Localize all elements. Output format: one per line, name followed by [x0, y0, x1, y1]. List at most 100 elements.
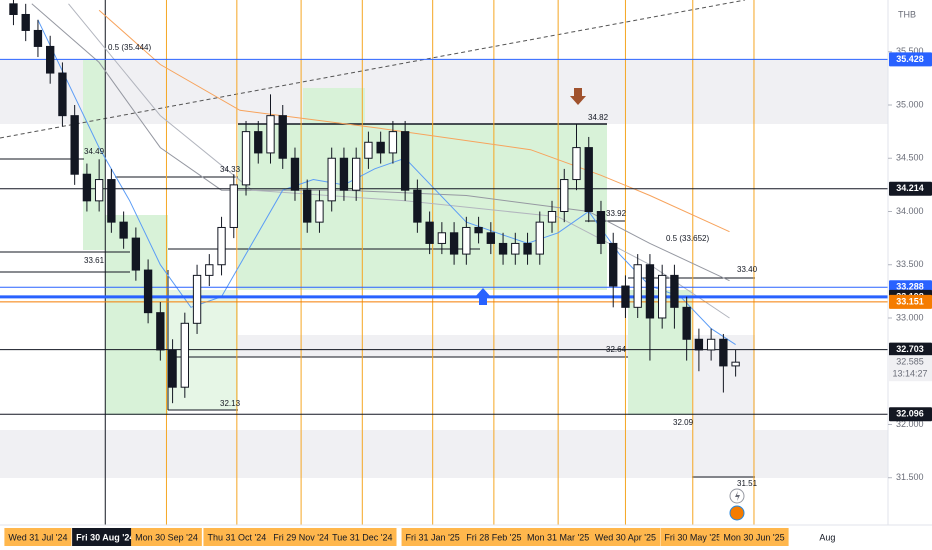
candle-body — [33, 29, 43, 47]
price-label: 34.214 — [896, 183, 924, 193]
candle-body — [547, 210, 557, 223]
y-tick-label: 33.000 — [896, 312, 924, 322]
y-tick-label: 35.500 — [896, 46, 924, 56]
price-label: 33.151 — [896, 296, 924, 306]
y-tick-label: 34.500 — [896, 153, 924, 163]
candle-body — [180, 322, 189, 388]
annotation: 0.5 (35.444) — [108, 43, 151, 52]
candles — [9, 0, 740, 404]
candle-body — [315, 200, 324, 223]
candle-body — [645, 264, 655, 319]
annotation: 33.61 — [84, 256, 105, 265]
price-label-box — [889, 52, 932, 67]
candle-body — [413, 189, 422, 223]
candle-body — [9, 3, 18, 15]
annotation: 0.5 (33.652) — [666, 234, 709, 243]
x-tick-box — [590, 528, 661, 546]
candle-body — [339, 157, 349, 191]
annotation: 31.51 — [737, 479, 758, 488]
candle-body — [119, 221, 128, 239]
y-tick-label: 31.500 — [896, 472, 924, 482]
candle-body — [719, 338, 728, 367]
candle-body — [131, 237, 141, 271]
candle-body — [107, 179, 116, 223]
candle-body — [535, 221, 544, 255]
annotation: 32.64 — [606, 345, 627, 354]
candle-body — [560, 179, 569, 212]
x-axis: Wed 31 Jul '24 Fri 30 Aug '24 Mon 30 Sep '… — [4, 528, 835, 546]
gray-zone — [0, 60, 888, 124]
x-tick-label: Fri 29 Nov '24 — [273, 532, 329, 542]
candle-body — [523, 242, 532, 255]
candle-body — [609, 242, 618, 287]
up-arrow — [475, 288, 491, 305]
candle-body — [425, 221, 434, 244]
x-tick-box — [523, 528, 594, 546]
x-tick-label: Mon 30 Sep '24 — [135, 532, 198, 542]
candle-body — [498, 242, 508, 255]
price-label-box — [889, 294, 932, 309]
candle-body — [205, 264, 214, 276]
event-icon-glyph — [735, 491, 740, 501]
last-price-box — [889, 355, 932, 382]
price-label-box — [889, 342, 932, 357]
grid — [104, 0, 755, 525]
price-label-box — [889, 181, 932, 196]
candle-body — [376, 141, 385, 154]
y-axis: 35.500 35.000 34.500 34.000 33.500 33.000 32.0… — [888, 46, 932, 482]
drawings — [0, 0, 888, 478]
candle-body — [633, 264, 642, 308]
candle-body — [168, 349, 177, 388]
candle-body — [192, 274, 202, 324]
x-tick-label: Fri 30 May '25 — [664, 532, 721, 542]
x-tick-label: Wed 30 Apr '25 — [595, 532, 656, 542]
annotation: 34.49 — [84, 147, 105, 156]
x-tick-box — [328, 528, 397, 546]
candle-body — [82, 173, 92, 202]
candle-body — [58, 72, 67, 117]
x-tick-label: Aug — [819, 532, 835, 542]
x-tick-box — [4, 528, 72, 546]
candle-body — [437, 232, 447, 244]
annotation: 32.13 — [220, 399, 241, 408]
price-axis — [888, 0, 932, 525]
price-label: 32.096 — [896, 409, 924, 419]
x-tick-box — [269, 528, 333, 546]
price-label-box — [889, 407, 932, 422]
candle-body — [400, 131, 410, 191]
y-tick-label: 34.000 — [896, 206, 924, 216]
price-label: 33.288 — [896, 282, 924, 292]
x-tick-box — [203, 528, 271, 546]
candle-body — [388, 131, 398, 154]
candle-body — [156, 312, 165, 351]
moving-average — [37, 19, 736, 346]
x-tick-label: Mon 30 Jun '25 — [723, 532, 784, 542]
candle-body — [474, 226, 483, 234]
x-tick-label: Fri 30 Aug '24 — [76, 532, 134, 542]
x-tick-label: Tue 31 Dec '24 — [332, 532, 392, 542]
candle-body — [596, 210, 606, 244]
x-tick-label: Fri 28 Feb '25 — [466, 532, 521, 542]
moving-average — [98, 9, 730, 233]
annotation: 33.40 — [737, 265, 758, 274]
candle-body — [303, 189, 312, 223]
candle-body — [241, 131, 251, 186]
event-icon[interactable] — [729, 505, 745, 521]
candle-body — [572, 147, 581, 181]
candle-body — [327, 157, 336, 202]
x-tick-label: Thu 31 Oct '24 — [207, 532, 266, 542]
candle-body — [21, 13, 30, 31]
candle-body — [670, 274, 679, 308]
candle-body — [217, 226, 226, 266]
candle-body — [364, 141, 373, 159]
candle-body — [46, 45, 55, 74]
x-tick-box — [72, 528, 139, 546]
candle-body — [658, 274, 667, 319]
candle-body — [352, 157, 361, 191]
currency: THB — [898, 9, 916, 19]
candle-body — [278, 115, 287, 159]
price-label: 32.703 — [896, 344, 924, 354]
x-tick-box — [719, 528, 789, 546]
down-arrow — [570, 88, 586, 105]
